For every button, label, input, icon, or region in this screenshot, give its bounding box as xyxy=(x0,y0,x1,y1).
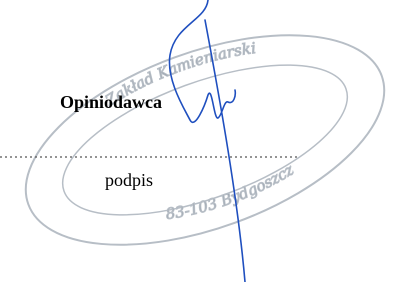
stamp: Zakład Kamieniarski 83-103 Bydgoszcz xyxy=(0,0,404,282)
page: {"form": {"role_label": "Opiniodawca", "… xyxy=(0,0,404,282)
role-label: Opiniodawca xyxy=(60,92,162,112)
signature-label: podpis xyxy=(105,170,153,190)
stamp-outer-ring xyxy=(0,0,404,282)
document-scan: Zakład Kamieniarski 83-103 Bydgoszcz Opi… xyxy=(0,0,404,282)
